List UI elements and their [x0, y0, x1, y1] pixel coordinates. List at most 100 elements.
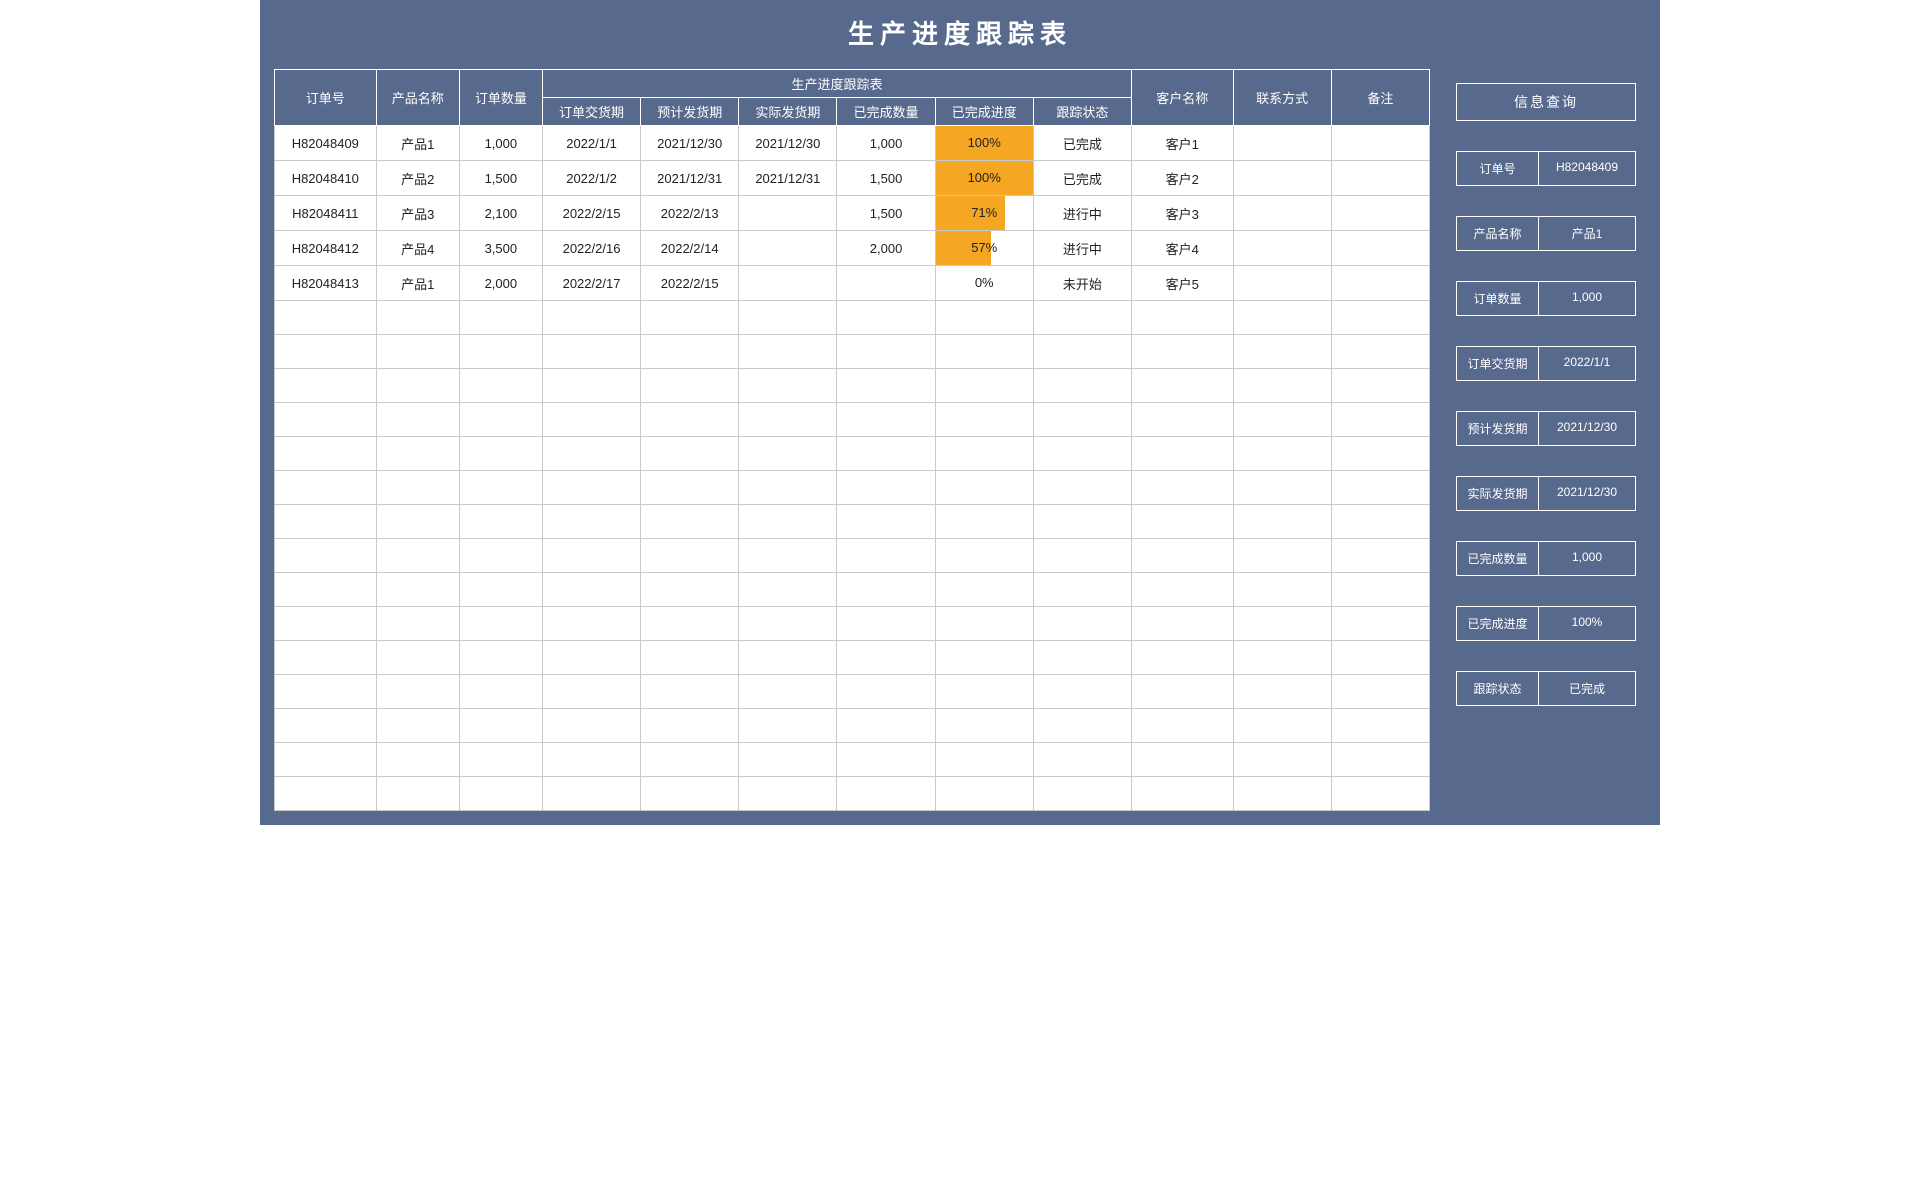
table-cell [1131, 573, 1233, 607]
table-cell: 1,500 [459, 161, 542, 196]
table-cell [641, 607, 739, 641]
table-cell [275, 641, 377, 675]
table-row: H82048410产品21,5002022/1/22021/12/312021/… [275, 161, 1430, 196]
info-row: 实际发货期2021/12/30 [1456, 476, 1636, 511]
table-cell [641, 301, 739, 335]
table-cell [739, 403, 837, 437]
table-cell: 2022/1/1 [542, 126, 640, 161]
table-cell: 2022/2/15 [641, 266, 739, 301]
table-row: H82048412产品43,5002022/2/162022/2/142,000… [275, 231, 1430, 266]
table-cell [275, 777, 377, 811]
table-cell [1033, 607, 1131, 641]
col-delivery: 订单交货期 [542, 98, 640, 126]
progress-label: 71% [971, 196, 997, 230]
table-cell: 2022/2/15 [542, 196, 640, 231]
table-cell [935, 369, 1033, 403]
table-cell [1233, 675, 1331, 709]
col-done-qty: 已完成数量 [837, 98, 935, 126]
table-cell [1233, 641, 1331, 675]
table-cell: 进行中 [1033, 196, 1131, 231]
table-cell [275, 743, 377, 777]
table-cell [837, 607, 935, 641]
table-cell [376, 301, 459, 335]
table-cell [1233, 196, 1331, 231]
table-cell [275, 369, 377, 403]
table-row [275, 539, 1430, 573]
table-cell [1331, 301, 1429, 335]
table-cell [837, 505, 935, 539]
table-cell [935, 301, 1033, 335]
table-cell: 2,000 [837, 231, 935, 266]
table-cell [1233, 709, 1331, 743]
table-cell [376, 539, 459, 573]
table-cell [275, 335, 377, 369]
table-cell: 客户5 [1131, 266, 1233, 301]
table-cell [1233, 573, 1331, 607]
table-wrap: 订单号 产品名称 订单数量 生产进度跟踪表 客户名称 联系方式 备注 订单交货期… [274, 69, 1430, 811]
table-cell [935, 641, 1033, 675]
table-cell [641, 471, 739, 505]
table-cell [1233, 607, 1331, 641]
table-cell [739, 196, 837, 231]
table-cell [542, 301, 640, 335]
table-cell [739, 573, 837, 607]
table-cell [1233, 777, 1331, 811]
table-cell [542, 607, 640, 641]
info-label: 已完成数量 [1456, 541, 1538, 576]
table-cell [1131, 437, 1233, 471]
table-cell: H82048410 [275, 161, 377, 196]
info-row: 跟踪状态已完成 [1456, 671, 1636, 706]
col-customer: 客户名称 [1131, 70, 1233, 126]
table-cell [1131, 369, 1233, 403]
table-cell [542, 403, 640, 437]
table-cell [641, 777, 739, 811]
table-cell [1331, 403, 1429, 437]
table-cell: 已完成 [1033, 161, 1131, 196]
table-cell [739, 335, 837, 369]
table-cell [739, 743, 837, 777]
table-cell [1033, 403, 1131, 437]
info-row: 订单数量1,000 [1456, 281, 1636, 316]
table-cell [542, 369, 640, 403]
info-value: H82048409 [1538, 151, 1636, 186]
table-cell: 客户1 [1131, 126, 1233, 161]
table-cell [1131, 471, 1233, 505]
progress-label: 0% [975, 266, 994, 300]
table-cell [376, 505, 459, 539]
progress-label: 57% [971, 231, 997, 265]
table-cell [1331, 161, 1429, 196]
table-cell [1033, 641, 1131, 675]
table-cell [837, 743, 935, 777]
table-cell [1233, 161, 1331, 196]
table-cell [837, 266, 935, 301]
table-cell: 71% [935, 196, 1033, 231]
table-cell [1131, 607, 1233, 641]
table-cell [935, 335, 1033, 369]
table-cell [459, 743, 542, 777]
table-cell [1233, 539, 1331, 573]
table-cell [459, 675, 542, 709]
title-bar: 生产进度跟踪表 [260, 0, 1660, 69]
table-cell [739, 777, 837, 811]
table-cell [459, 335, 542, 369]
table-cell [837, 675, 935, 709]
col-group-progress: 生产进度跟踪表 [542, 70, 1131, 98]
info-row: 预计发货期2021/12/30 [1456, 411, 1636, 446]
table-cell [542, 777, 640, 811]
table-cell: 1,000 [837, 126, 935, 161]
table-cell [1331, 539, 1429, 573]
table-cell [1233, 266, 1331, 301]
table-cell [739, 539, 837, 573]
table-cell: 2021/12/31 [641, 161, 739, 196]
table-cell [641, 641, 739, 675]
table-cell [837, 573, 935, 607]
table-cell [459, 573, 542, 607]
table-cell: 2,000 [459, 266, 542, 301]
table-cell [1131, 777, 1233, 811]
table-cell [376, 471, 459, 505]
info-label: 预计发货期 [1456, 411, 1538, 446]
table-cell [1033, 709, 1131, 743]
table-cell: H82048412 [275, 231, 377, 266]
table-cell [641, 437, 739, 471]
table-cell: H82048413 [275, 266, 377, 301]
